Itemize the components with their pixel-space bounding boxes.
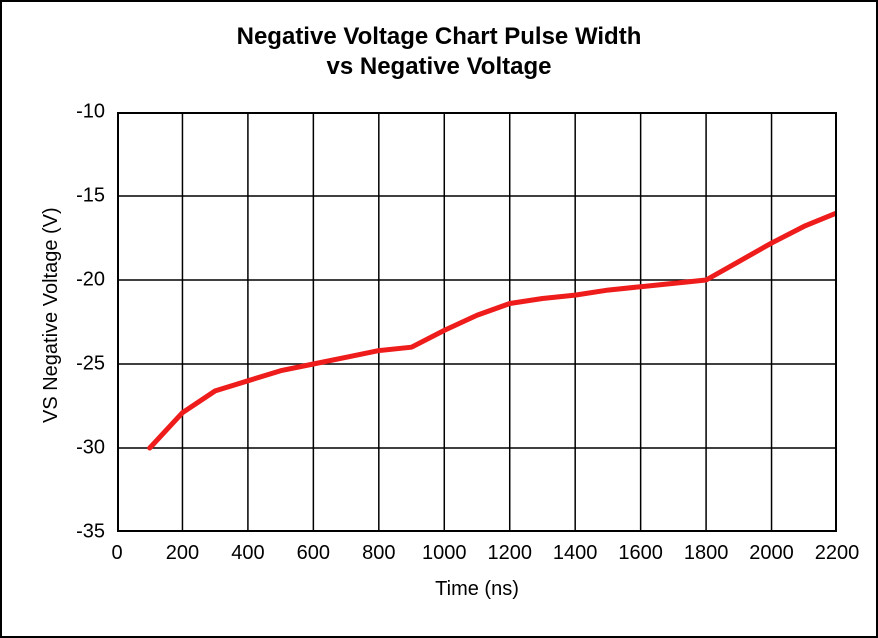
y-axis-label: VS Negative Voltage (V) — [40, 207, 63, 423]
chart-title: Negative Voltage Chart Pulse Width vs Ne… — [2, 22, 876, 82]
x-tick-label: 2200 — [815, 542, 860, 565]
grid — [117, 112, 837, 532]
x-tick-label: 1600 — [618, 542, 663, 565]
x-axis-label: Time (ns) — [435, 578, 519, 601]
plot-area — [117, 112, 837, 532]
x-tick-label: 0 — [111, 542, 122, 565]
y-tick-label: -20 — [76, 269, 105, 292]
x-tick-label: 400 — [231, 542, 264, 565]
chart-container: Negative Voltage Chart Pulse Width vs Ne… — [0, 0, 878, 638]
x-tick-label: 600 — [297, 542, 330, 565]
x-tick-label: 800 — [362, 542, 395, 565]
x-tick-label: 2000 — [749, 542, 794, 565]
y-tick-label: -25 — [76, 353, 105, 376]
y-tick-label: -30 — [76, 437, 105, 460]
y-tick-label: -10 — [76, 101, 105, 124]
x-tick-label: 1800 — [684, 542, 729, 565]
x-tick-label: 1200 — [487, 542, 532, 565]
chart-title-line2: vs Negative Voltage — [327, 53, 552, 80]
chart-title-line1: Negative Voltage Chart Pulse Width — [237, 23, 642, 50]
plot-svg — [117, 112, 837, 532]
x-tick-label: 200 — [166, 542, 199, 565]
y-tick-label: -15 — [76, 185, 105, 208]
data-series — [150, 213, 837, 448]
x-tick-label: 1400 — [553, 542, 598, 565]
y-tick-label: -35 — [76, 521, 105, 544]
x-tick-label: 1000 — [422, 542, 467, 565]
